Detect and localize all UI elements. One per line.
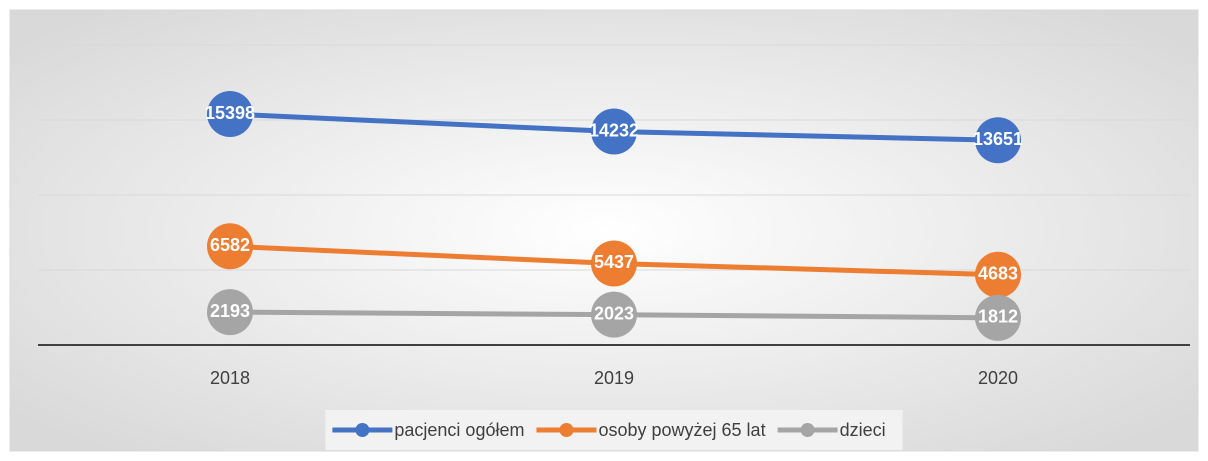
data-label: 1812 [978,307,1018,327]
legend-label: osoby powyżej 65 lat [598,420,765,440]
data-label: 2193 [210,301,250,321]
data-label: 4683 [978,264,1018,284]
marker [591,108,637,155]
marker [975,117,1021,164]
legend-marker [355,423,370,437]
legend-marker [800,423,815,437]
marker [207,289,253,336]
legend-label: dzieci [840,420,886,440]
x-tick-label: 2020 [978,368,1018,388]
x-tick-label: 2018 [210,368,250,388]
data-label: 14232 [589,120,639,140]
legend-marker [559,423,574,437]
marker [591,291,637,338]
marker [591,240,637,287]
marker [975,251,1021,298]
data-label: 13651 [973,129,1023,149]
x-tick-label: 2019 [594,368,634,388]
marker [975,294,1021,341]
legend-label: pacjenci ogółem [394,420,524,440]
marker [207,91,253,138]
data-label: 5437 [594,252,634,272]
chart-background [9,9,1199,452]
data-label: 6582 [210,235,250,255]
data-label: 2023 [594,303,634,323]
data-label: 15398 [205,103,255,123]
marker [207,223,253,270]
